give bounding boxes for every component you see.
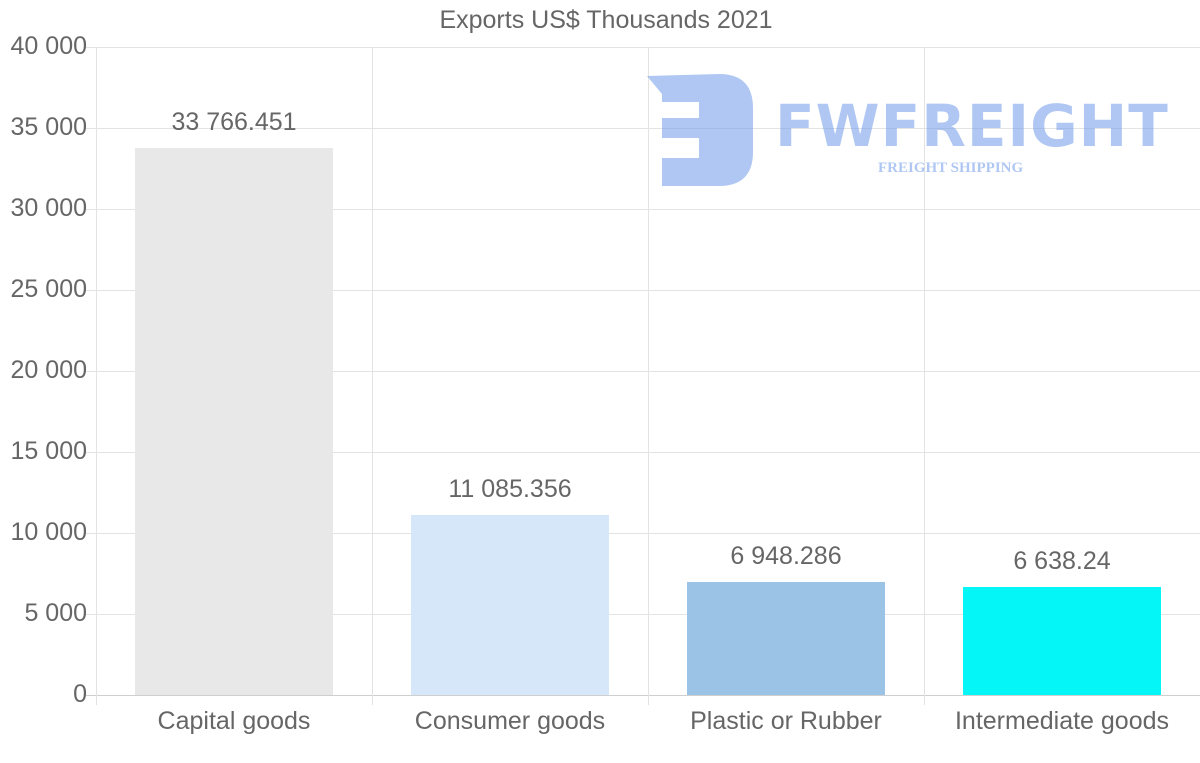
gridline-horizontal bbox=[86, 209, 1200, 210]
fwfreight-logo-icon bbox=[647, 74, 753, 186]
gridline-vertical bbox=[372, 47, 373, 705]
gridline-vertical bbox=[924, 47, 925, 705]
x-tick-label: Intermediate goods bbox=[954, 707, 1170, 735]
gridline-vertical bbox=[96, 47, 97, 705]
chart-title: Exports US$ Thousands 2021 bbox=[439, 6, 773, 34]
bar-intermediate-goods[interactable] bbox=[963, 587, 1161, 695]
gridline-horizontal bbox=[86, 371, 1200, 372]
y-tick-label: 20 000 bbox=[10, 356, 87, 384]
gridline-horizontal bbox=[86, 695, 1200, 696]
bar-value-label: 6 948.286 bbox=[730, 542, 842, 571]
y-tick-label: 30 000 bbox=[10, 194, 87, 222]
bar-plastic-or-rubber[interactable] bbox=[687, 582, 885, 695]
plot-area bbox=[86, 47, 1200, 705]
bar-value-label: 6 638.24 bbox=[1013, 547, 1111, 576]
y-tick-label: 25 000 bbox=[10, 275, 87, 303]
y-tick-label: 10 000 bbox=[10, 518, 87, 546]
gridline-horizontal bbox=[86, 47, 1200, 48]
y-tick-label: 0 bbox=[73, 680, 87, 708]
gridline-horizontal bbox=[86, 452, 1200, 453]
bar-value-label: 11 085.356 bbox=[448, 475, 572, 504]
gridline-horizontal bbox=[86, 614, 1200, 615]
watermark-brand: FWFREIGHT bbox=[775, 92, 1169, 160]
gridline-horizontal bbox=[86, 128, 1200, 129]
gridline-horizontal bbox=[86, 533, 1200, 534]
gridline-horizontal bbox=[86, 290, 1200, 291]
gridline-vertical bbox=[648, 47, 649, 705]
x-tick-label: Capital goods bbox=[157, 707, 311, 735]
y-tick-label: 35 000 bbox=[10, 113, 87, 141]
x-tick-label: Plastic or Rubber bbox=[690, 707, 882, 735]
watermark-tagline: FREIGHT SHIPPING bbox=[878, 160, 1024, 176]
y-tick-label: 40 000 bbox=[10, 32, 87, 60]
y-tick-label: 5 000 bbox=[24, 599, 87, 627]
bar-consumer-goods[interactable] bbox=[411, 515, 609, 695]
watermark-logo: FWFREIGHT FREIGHT SHIPPING bbox=[647, 74, 1169, 194]
bar-value-label: 33 766.451 bbox=[171, 107, 297, 136]
y-tick-label: 15 000 bbox=[10, 437, 87, 465]
bar-capital-goods[interactable] bbox=[135, 147, 333, 695]
x-tick-label: Consumer goods bbox=[414, 707, 606, 735]
